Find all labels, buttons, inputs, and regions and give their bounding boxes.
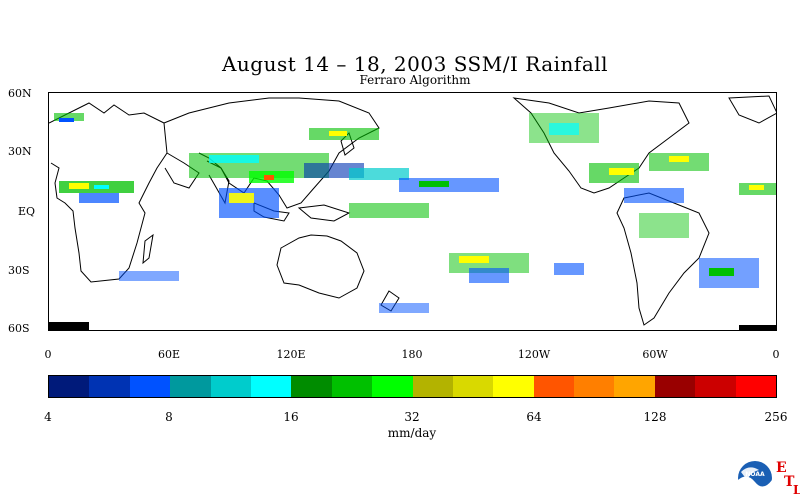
lat-label-60s: 60S	[8, 322, 30, 335]
colorbar-label-4: 4	[44, 410, 52, 424]
colorbar-segment	[89, 376, 130, 397]
colorbar-label-64: 64	[526, 410, 542, 424]
colorbar-segment	[533, 376, 575, 397]
colorbar	[48, 375, 777, 398]
colorbar-segment	[452, 376, 494, 397]
colorbar-segment	[170, 376, 211, 397]
lon-label-60w: 60W	[642, 348, 668, 361]
colorbar-segment	[695, 376, 736, 397]
lat-label-eq: EQ	[18, 205, 36, 218]
noaa-logo-text: NOAA	[745, 471, 765, 478]
colorbar-segment	[493, 376, 534, 397]
colorbar-segment	[291, 376, 332, 397]
colorbar-label-256: 256	[764, 410, 788, 424]
rainfall-patches	[49, 113, 776, 330]
colorbar-label-8: 8	[165, 410, 173, 424]
lat-label-30n: 30N	[8, 145, 32, 158]
colorbar-label-16: 16	[283, 410, 299, 424]
lon-label-0: 0	[44, 348, 52, 361]
map-canvas	[49, 95, 776, 330]
lon-label-120w: 120W	[517, 348, 551, 361]
colorbar-segment	[574, 376, 615, 397]
rainfall-map	[48, 92, 777, 331]
colorbar-segment	[412, 376, 453, 397]
etl-letter-e: E	[776, 460, 787, 476]
colorbar-segment	[654, 376, 696, 397]
lat-label-30s: 30S	[8, 264, 30, 277]
colorbar-segment	[331, 376, 373, 397]
chart-title: August 14 – 18, 2003 SSM/I Rainfall	[221, 52, 609, 76]
etl-letter-l: L	[793, 483, 800, 497]
lon-label-180: 180	[401, 348, 423, 361]
colorbar-segment	[250, 376, 292, 397]
lon-label-120e: 120E	[276, 348, 306, 361]
colorbar-segment	[735, 376, 777, 397]
colorbar-segment	[210, 376, 251, 397]
colorbar-segment	[129, 376, 171, 397]
colorbar-label-128: 128	[643, 410, 667, 424]
colorbar-segment	[372, 376, 413, 397]
lon-label-60e: 60E	[157, 348, 181, 361]
chart-subtitle: Ferraro Algorithm	[359, 73, 471, 87]
lat-label-60n: 60N	[8, 87, 32, 100]
lon-label-0-end: 0	[772, 348, 780, 361]
noaa-logo: NOAA	[738, 461, 772, 496]
etl-letter-t: T	[784, 474, 795, 490]
colorbar-segment	[49, 376, 90, 397]
colorbar-label-32: 32	[404, 410, 420, 424]
colorbar-unit: mm/day	[387, 426, 437, 440]
colorbar-segment	[614, 376, 655, 397]
